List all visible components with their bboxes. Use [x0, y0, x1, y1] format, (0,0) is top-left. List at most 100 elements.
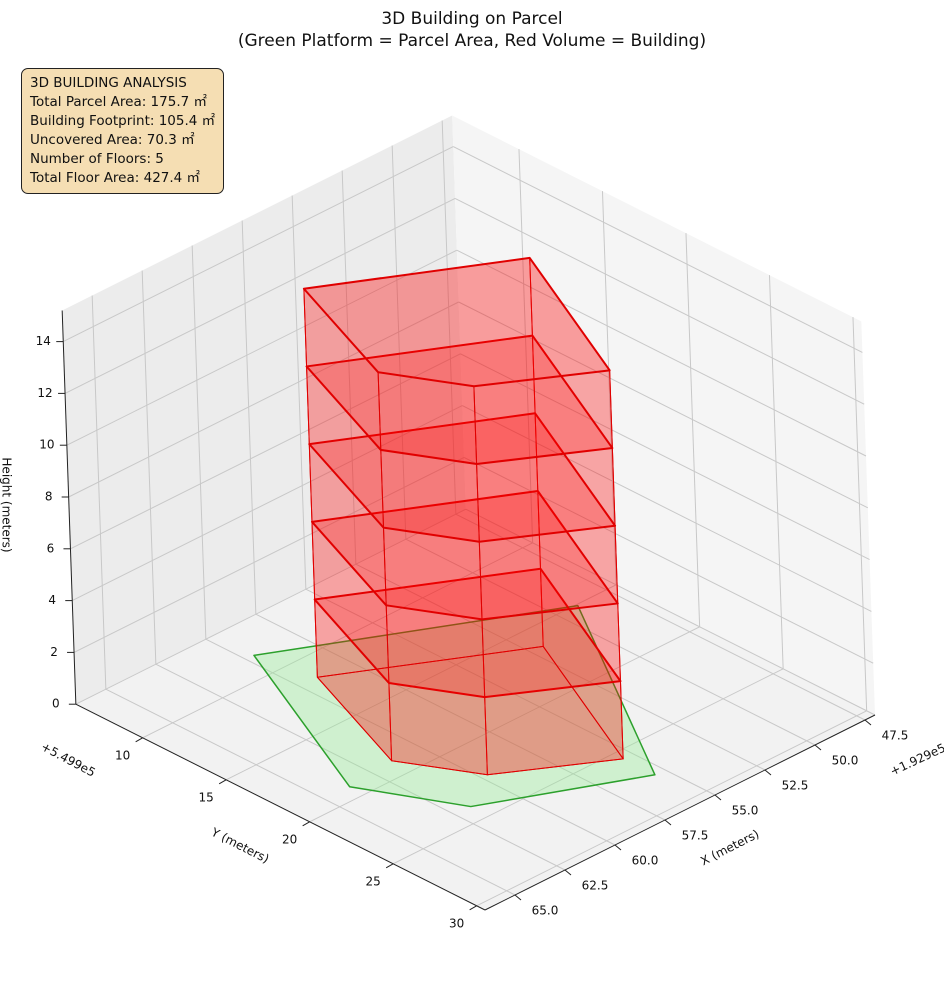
info-floor-area: Total Floor Area: 427.4 ㎡ [30, 170, 201, 186]
chart-title: 3D Building on Parcel (Green Platform = … [0, 8, 944, 52]
grid-line-x [291, 195, 307, 590]
x-axis-line [484, 714, 876, 911]
grid-line-x [355, 563, 766, 771]
z-tick-label: 14 [36, 334, 51, 348]
info-floors: Number of Floors: 5 [30, 151, 164, 167]
grid-line-y [518, 149, 534, 543]
info-uncovered: Uncovered Area: 70.3 ㎡ [30, 132, 195, 148]
z-tick-label: 4 [48, 593, 56, 607]
grid-line-z [456, 249, 867, 457]
x-tick-label: 62.5 [582, 879, 609, 893]
z-tick-label: 8 [45, 490, 53, 504]
grid-line-x [91, 295, 107, 690]
analysis-info-box: 3D BUILDING ANALYSIS Total Parcel Area: … [21, 68, 225, 194]
z-tick-label: 2 [50, 645, 58, 659]
floor-wall [380, 449, 480, 543]
x-tick-label: 52.5 [782, 779, 809, 793]
grid-line-y [768, 275, 784, 669]
grid-line-x [155, 663, 566, 871]
grid-line-x [441, 120, 457, 515]
y-tick [218, 779, 227, 785]
grid-line-x [241, 220, 257, 615]
grid-line-x [391, 145, 407, 540]
grid-line-z [453, 146, 863, 353]
y-axis-line [75, 703, 486, 911]
x-tick [614, 844, 622, 851]
z-tick-label: 10 [39, 438, 54, 452]
x-tick-label: 55.0 [732, 804, 759, 818]
grid-line-z [70, 353, 461, 550]
x-tick [764, 769, 772, 776]
grid-line-z [462, 405, 872, 612]
grid-line-z [75, 508, 467, 705]
grid-line-y [601, 191, 617, 585]
grid-line-z [72, 405, 463, 602]
grid-line-y [142, 542, 533, 739]
x-tick [514, 894, 522, 901]
grid-line-x [255, 613, 666, 821]
y-tick-label: 25 [366, 874, 381, 888]
title-line-1: 3D Building on Parcel [381, 9, 563, 29]
floor-wall [377, 371, 478, 465]
grid-line-z [454, 197, 865, 405]
grid-line-x [305, 588, 716, 796]
grid-line-x [405, 538, 816, 746]
grid-line-y [476, 710, 867, 907]
x-tick-label: 60.0 [632, 854, 659, 868]
info-parcel-area: Total Parcel Area: 175.7 ㎡ [30, 94, 207, 110]
info-heading: 3D BUILDING ANALYSIS [30, 75, 187, 91]
grid-line-z [460, 353, 870, 561]
y-offset-label: +5.499e5 [39, 739, 98, 779]
grid-line-y [685, 233, 701, 627]
floor-slab [302, 256, 611, 388]
z-tick-label: 6 [47, 541, 55, 555]
grid-line-y [852, 317, 868, 711]
grid-line-z [73, 456, 465, 653]
z-axis-line [61, 310, 77, 705]
y-tick [469, 905, 477, 911]
back-left-pane [62, 115, 466, 705]
y-tick-label: 20 [282, 832, 297, 846]
y-tick [302, 821, 310, 827]
y-tick [135, 737, 143, 743]
grid-line-x [455, 513, 866, 721]
grid-line-z [68, 301, 459, 498]
floor-pane [75, 509, 876, 910]
back-right-pane [452, 115, 875, 715]
grid-line-z [64, 197, 456, 394]
grid-line-z [465, 508, 876, 716]
x-tick-label: 47.5 [882, 729, 909, 743]
x-offset-label: +1.929e5 [888, 741, 944, 779]
z-axis-label: Height (meters) [0, 457, 14, 552]
x-tick [864, 719, 872, 726]
grid-line-x [141, 270, 157, 665]
x-tick [564, 869, 572, 876]
grid-line-y [309, 626, 700, 823]
x-tick-label: 50.0 [832, 754, 859, 768]
info-footprint: Building Footprint: 105.4 ㎡ [30, 113, 216, 129]
grid-line-z [63, 146, 454, 343]
grid-line-y [225, 584, 617, 781]
grid-line-x [205, 638, 616, 846]
x-tick [814, 744, 822, 751]
y-axis-label: Y (meters) [208, 825, 271, 866]
building-base [316, 645, 624, 776]
x-tick-label: 65.0 [532, 904, 559, 918]
grid-line-x [191, 245, 207, 640]
grid-line-y [392, 668, 784, 865]
x-tick-label: 57.5 [682, 829, 709, 843]
y-tick-label: 10 [115, 748, 130, 762]
title-line-2: (Green Platform = Parcel Area, Red Volum… [237, 31, 707, 51]
grid-line-x [341, 170, 357, 565]
x-tick [714, 794, 722, 801]
floor-wall [383, 527, 483, 620]
x-tick [664, 819, 672, 826]
z-tick-label: 12 [37, 386, 52, 400]
y-tick [385, 863, 394, 869]
y-tick-label: 30 [449, 916, 464, 930]
y-tick-label: 15 [199, 790, 214, 804]
grid-line-z [66, 249, 458, 446]
grid-line-x [105, 688, 516, 896]
